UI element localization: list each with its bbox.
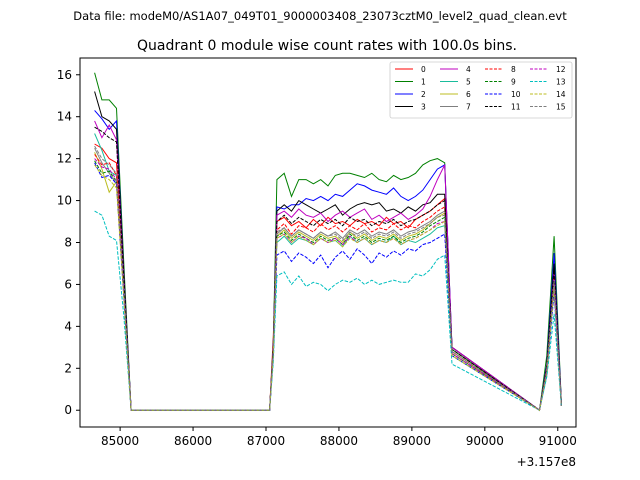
legend-label-10: 10: [511, 90, 521, 99]
x-tick-label: 86000: [174, 434, 212, 448]
series-layer: [94, 72, 562, 412]
series-line-4: [94, 120, 562, 412]
series-line-9: [94, 160, 562, 412]
series-line-1: [94, 72, 562, 412]
y-tick-label: 4: [64, 319, 72, 333]
legend-label-12: 12: [556, 65, 566, 74]
y-tick-label: 10: [57, 194, 72, 208]
legend-label-11: 11: [511, 103, 521, 112]
series-line-15: [94, 145, 562, 412]
y-tick-label: 12: [57, 152, 72, 166]
series-line-11: [94, 126, 562, 412]
legend-label-6: 6: [466, 90, 471, 99]
x-tick-label: 91000: [539, 434, 577, 448]
legend-label-15: 15: [556, 103, 566, 112]
data-file-suptitle: Data file: modeM0/AS1A07_049T01_90000034…: [73, 9, 567, 23]
series-line-8: [94, 154, 562, 412]
series-line-7: [94, 147, 562, 412]
series-line-12: [94, 158, 562, 412]
legend-label-3: 3: [421, 103, 426, 112]
legend-label-7: 7: [466, 103, 471, 112]
y-tick-label: 14: [57, 110, 72, 124]
legend-label-13: 13: [556, 78, 566, 87]
legend-label-5: 5: [466, 78, 471, 87]
axes-layer: 85000 86000 87000 88000 89000 90000 91000 0 2 4 6 8…: [57, 57, 577, 448]
series-line-5: [94, 133, 562, 412]
series-line-0: [94, 143, 562, 412]
x-tick-label: 87000: [247, 434, 285, 448]
series-line-14: [94, 164, 562, 412]
series-line-10: [94, 162, 562, 412]
legend-label-9: 9: [511, 78, 516, 87]
series-line-3: [94, 91, 562, 412]
legend-label-0: 0: [421, 65, 426, 74]
series-line-2: [94, 110, 562, 412]
legend-label-4: 4: [466, 65, 471, 74]
legend-label-1: 1: [421, 78, 426, 87]
y-tick-label: 0: [64, 403, 72, 417]
y-tick-label: 16: [57, 68, 72, 82]
y-tick-label: 6: [64, 277, 72, 291]
series-line-6: [94, 152, 562, 412]
legend-label-14: 14: [556, 90, 566, 99]
legend-label-2: 2: [421, 90, 426, 99]
x-tick-label: 90000: [466, 434, 504, 448]
x-axis-offset-label: +3.157e8: [517, 455, 576, 469]
y-tick-label: 8: [64, 236, 72, 250]
x-tick-label: 89000: [393, 434, 431, 448]
legend-label-8: 8: [511, 65, 516, 74]
legend-box: [389, 61, 573, 119]
y-tick-label: 2: [64, 361, 72, 375]
x-tick-label: 88000: [320, 434, 358, 448]
x-tick-label: 85000: [101, 434, 139, 448]
chart-title: Quadrant 0 module wise count rates with …: [137, 38, 517, 54]
